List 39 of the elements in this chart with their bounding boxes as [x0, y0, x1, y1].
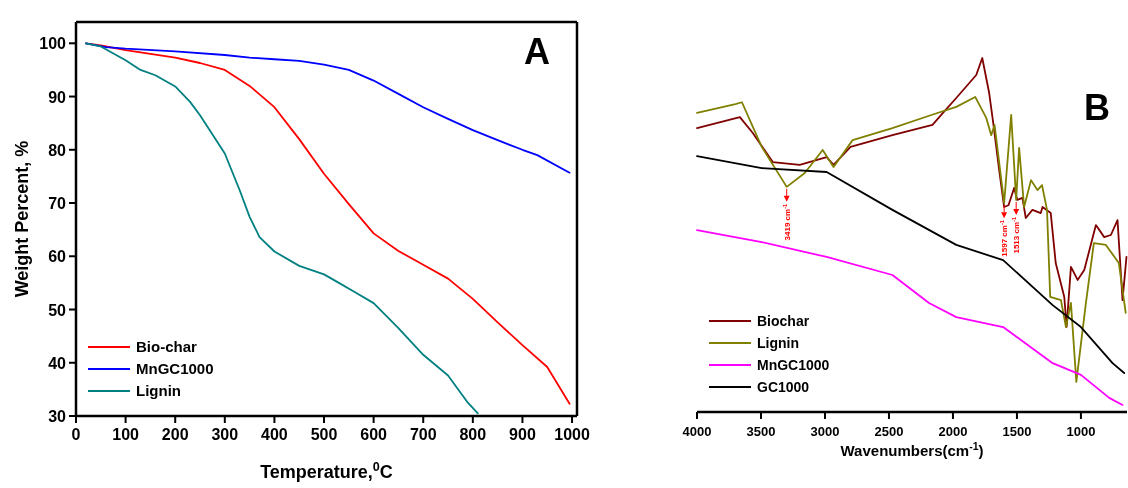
x-tick-label: 1000 [1066, 424, 1096, 439]
x-tick-label: 4000 [682, 424, 712, 439]
x-tick-label: 2500 [874, 424, 904, 439]
legend-label: Bio-char [136, 338, 197, 355]
legend-label: MnGC1000 [757, 357, 830, 373]
line-series [85, 42, 479, 415]
x-tick-label: 0 [71, 426, 81, 443]
y-tick-label: 80 [48, 141, 67, 159]
y-tick-label: 40 [48, 354, 67, 372]
x-tick-label: 800 [459, 426, 487, 443]
x-tick-label: 100 [112, 426, 140, 443]
y-tick-label: 100 [39, 35, 67, 53]
x-axis-title: Wavenumbers(cm$^{-1}$) [840, 440, 984, 459]
x-tick-label: 700 [409, 426, 437, 443]
x-tick-label: 1000 [554, 426, 590, 443]
legend-label: Lignin [757, 335, 799, 351]
x-tick-label: 200 [161, 426, 189, 443]
x-tick-label: 3000 [810, 424, 840, 439]
legend-label: Lignin [136, 382, 181, 399]
x-tick-label: 1500 [1002, 424, 1032, 439]
x-tick-label: 400 [261, 426, 288, 443]
y-tick-label: 90 [48, 88, 67, 106]
y-tick-label: 70 [48, 195, 67, 213]
y-axis-title: Weight Percent, % [12, 140, 32, 298]
y-tick-label: 50 [48, 301, 67, 319]
x-tick-label: 500 [310, 426, 338, 443]
x-tick-label: 3500 [746, 424, 776, 439]
text: B [1084, 87, 1110, 128]
x-axis-title: Temperature,$^{0}$C [260, 460, 393, 482]
y-tick-label: 30 [48, 408, 67, 425]
x-tick-label: 900 [509, 426, 536, 443]
legend-label: Biochar [757, 313, 810, 329]
x-tick-label: 2000 [938, 424, 968, 439]
legend-label: GC1000 [757, 379, 810, 395]
chart-title: A [524, 31, 550, 72]
y-tick-label: 60 [48, 248, 67, 266]
x-tick-label: 600 [360, 426, 388, 443]
legend-label: MnGC1000 [136, 360, 214, 377]
x-tick-label: 300 [211, 426, 239, 443]
